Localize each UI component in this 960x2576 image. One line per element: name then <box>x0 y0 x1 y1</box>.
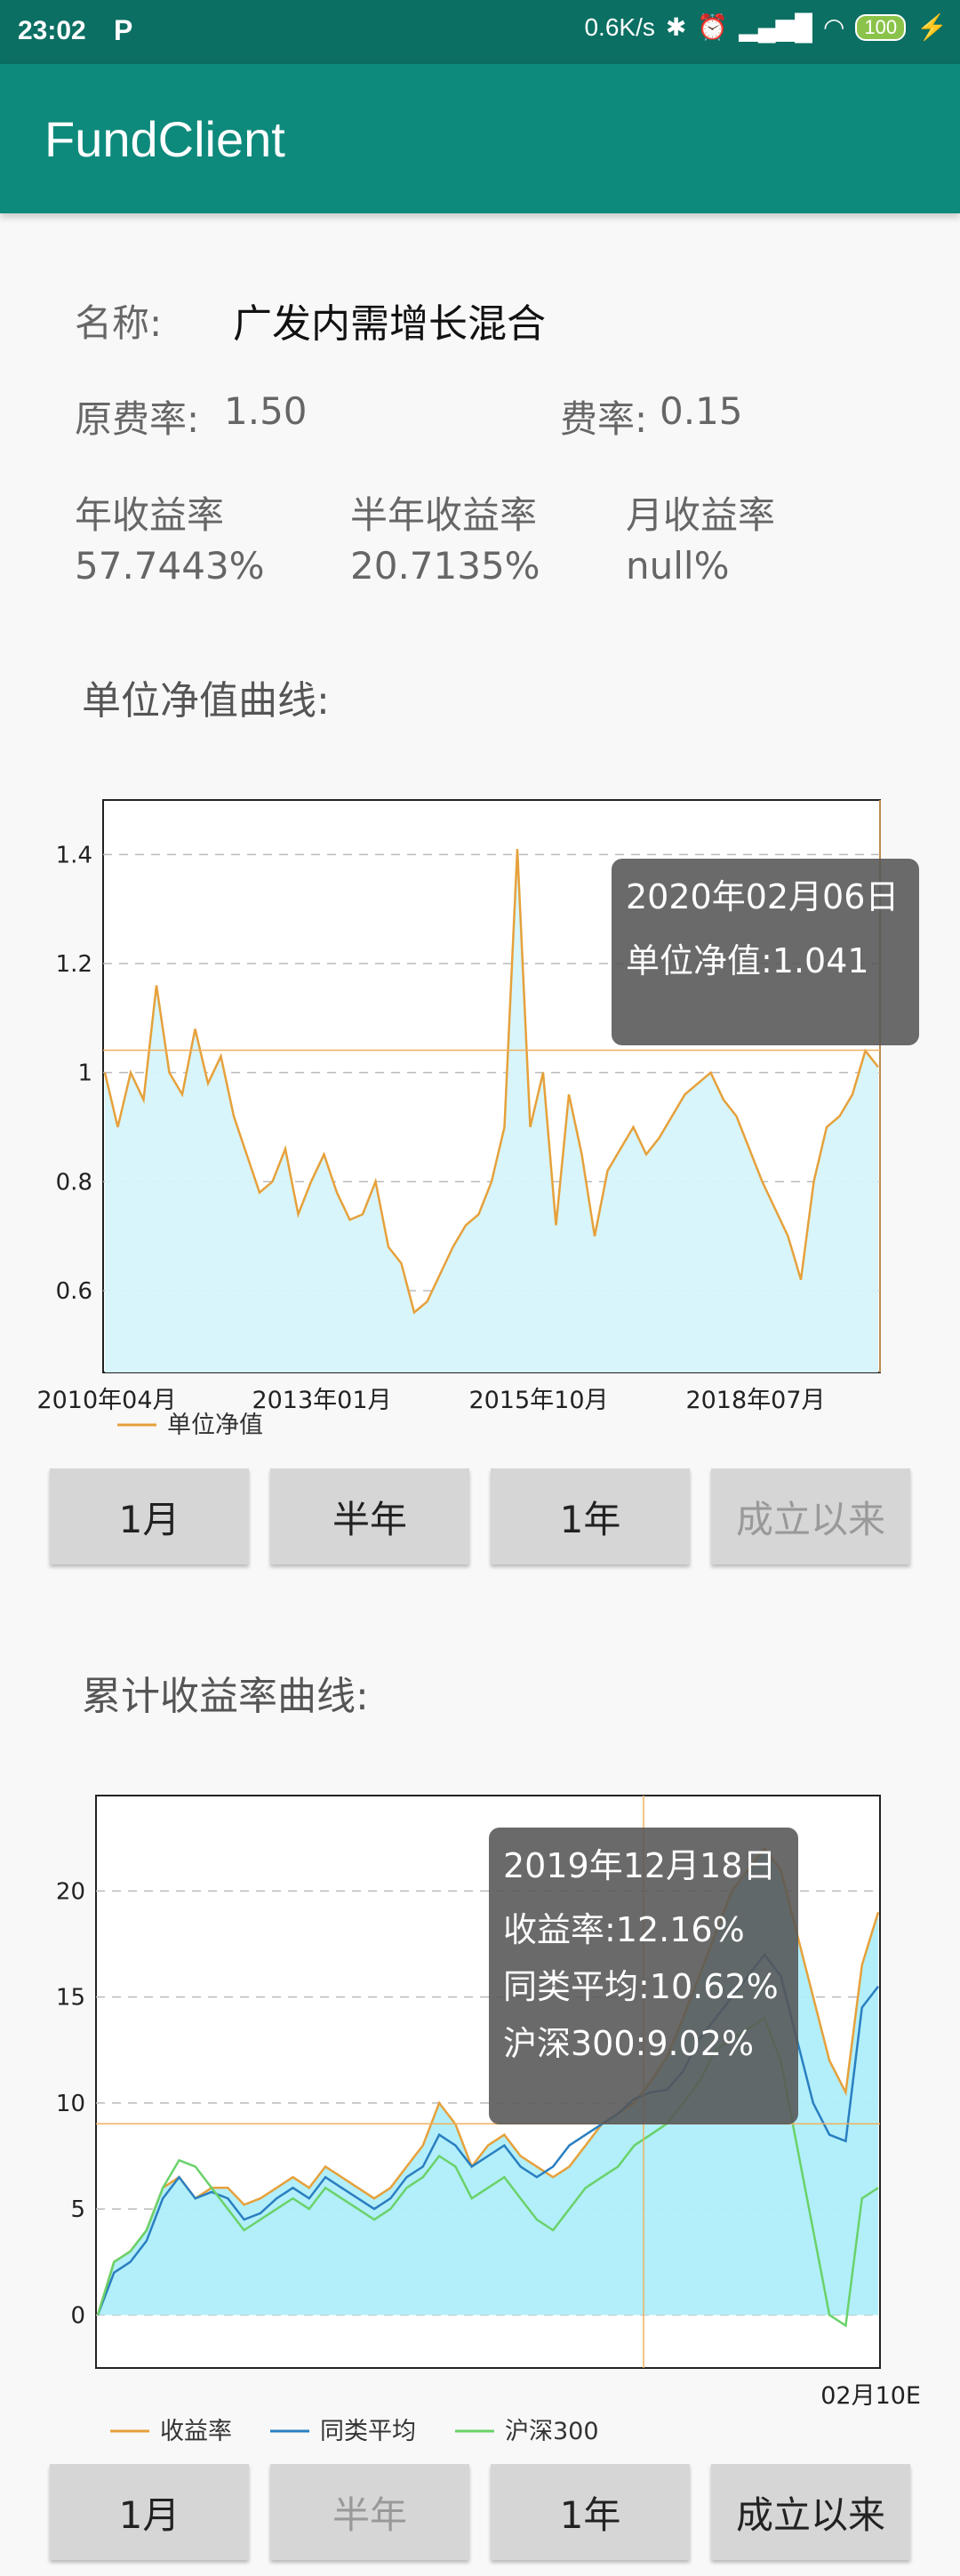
nav-range-buttons: 1月 半年 1年 成立以来 <box>0 1468 960 1566</box>
x-tick-label: 2013年01月 <box>252 1387 391 1414</box>
name-label: 名称: <box>75 301 163 345</box>
nav-1month-button[interactable]: 1月 <box>50 1468 249 1564</box>
x-tick-label: 02月10E <box>820 2382 921 2410</box>
y-tick-label: 5 <box>70 2196 85 2223</box>
month-return-value: null% <box>626 544 730 588</box>
year-return-value: 57.7443% <box>75 544 265 588</box>
tooltip-box <box>612 859 919 1045</box>
alarm-icon: ⏰ <box>697 13 729 41</box>
y-tick-label: 1.4 <box>56 842 92 868</box>
return-chart[interactable]: 0 5 10 15 20 02月10E 收益率 同类平均 沪深300 2019年12月18日收益率… <box>0 1778 960 2453</box>
status-right: 0.6K/s ✱ ⏰ ▂▄▆█ ◠ 100 ⚡ <box>584 12 948 42</box>
parking-icon: P <box>114 14 133 46</box>
half-year-return-value: 20.7135% <box>350 544 540 588</box>
y-tick-label: 0.6 <box>56 1278 92 1305</box>
nav-half-year-button[interactable]: 半年 <box>270 1468 469 1564</box>
nav-since-inception-button[interactable]: 成立以来 <box>711 1468 910 1564</box>
x-tick-label: 2010年04月 <box>36 1387 176 1414</box>
charging-icon: ⚡ <box>916 13 948 41</box>
rate-label: 费率: <box>560 397 648 441</box>
y-tick-label: 15 <box>56 1985 85 2012</box>
series-line <box>103 849 879 1315</box>
tooltip-line: 同类平均:10.62% <box>503 1967 779 2006</box>
x-tick-label: 2015年10月 <box>468 1387 608 1414</box>
status-bar: 23:02 P 0.6K/s ✱ ⏰ ▂▄▆█ ◠ 100 ⚡ <box>0 0 960 64</box>
tooltip-line: 收益率:12.16% <box>503 1910 745 1949</box>
return-half-year-button[interactable]: 半年 <box>270 2464 469 2560</box>
y-tick-label: 1 <box>77 1060 92 1087</box>
return-since-inception-button[interactable]: 成立以来 <box>711 2464 910 2560</box>
status-time: 23:02 <box>18 16 86 45</box>
month-return-label: 月收益率 <box>626 493 776 537</box>
tooltip-date: 2019年12月18日 <box>503 1846 776 1885</box>
app-title: FundClient <box>44 111 285 167</box>
orig-rate-value: 1.50 <box>224 389 308 433</box>
legend-label: 沪深300 <box>505 2418 599 2445</box>
tooltip-date: 2020年02月06日 <box>626 877 899 916</box>
rate-value: 0.15 <box>660 389 743 433</box>
y-tick-label: 20 <box>56 1878 85 1905</box>
legend-label: 单位净值 <box>167 1412 263 1439</box>
orig-rate-label: 原费率: <box>75 397 200 441</box>
return-chart-title: 累计收益率曲线: <box>82 1674 369 1719</box>
return-1year-button[interactable]: 1年 <box>491 2464 690 2560</box>
return-range-buttons: 1月 半年 1年 成立以来 <box>0 2464 960 2562</box>
tooltip-line: 沪深300:9.02% <box>503 2024 754 2063</box>
net-speed: 0.6K/s <box>584 12 655 41</box>
return-1month-button[interactable]: 1月 <box>50 2464 249 2560</box>
y-tick-label: 10 <box>56 2091 85 2117</box>
y-tick-label: 1.2 <box>56 951 92 978</box>
tooltip-line: 单位净值:1.041 <box>626 941 869 980</box>
tooltip-box <box>489 1828 798 2124</box>
nav-chart[interactable]: 0.6 0.8 1 1.2 1.4 2010年04月 2013年01月 2015年10月 201… <box>0 782 960 1458</box>
fund-name: 广发内需增长混合 <box>233 301 546 347</box>
signal-icon: ▂▄▆█ <box>739 13 812 41</box>
nav-1year-button[interactable]: 1年 <box>491 1468 690 1564</box>
y-tick-label: 0.8 <box>56 1169 92 1196</box>
battery-icon: 100 <box>855 13 907 41</box>
y-tick-label: 0 <box>70 2302 85 2329</box>
wifi-icon: ◠ <box>822 13 845 41</box>
half-year-return-label: 半年收益率 <box>350 493 538 537</box>
series-fill <box>105 849 878 1372</box>
legend-label: 同类平均 <box>320 2418 416 2445</box>
year-return-label: 年收益率 <box>75 493 225 537</box>
bluetooth-icon: ✱ <box>665 13 687 41</box>
x-tick-label: 2018年07月 <box>685 1387 825 1414</box>
app-bar: FundClient <box>0 64 960 213</box>
legend-label: 收益率 <box>160 2418 232 2445</box>
nav-chart-title: 单位净值曲线: <box>82 678 330 724</box>
